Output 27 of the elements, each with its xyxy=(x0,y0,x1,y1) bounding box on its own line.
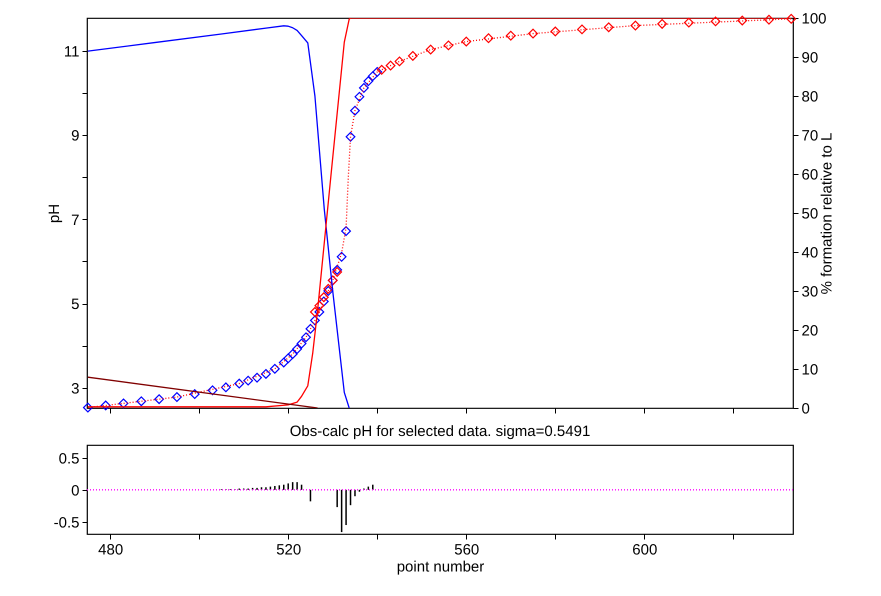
y2-tick-label: 20 xyxy=(802,322,818,340)
y2-tick-label: 70 xyxy=(802,128,818,144)
y-tick-label: -0.5 xyxy=(54,514,80,532)
y2-tick-label: 100 xyxy=(802,10,827,28)
x-tick-label: 560 xyxy=(454,542,480,558)
y-tick-label: 5 xyxy=(71,296,80,314)
y2-tick-label: 60 xyxy=(802,166,818,184)
y-tick-label: 3 xyxy=(71,380,80,398)
y2-tick-label: 30 xyxy=(802,284,818,300)
x-axis-title: point number xyxy=(396,558,484,576)
y2-tick-label: 50 xyxy=(802,206,818,222)
x-tick-label: 520 xyxy=(276,542,302,558)
y-tick-label: 0 xyxy=(71,482,80,500)
y-tick-label: 9 xyxy=(71,128,80,145)
y2-tick-label: 90 xyxy=(802,50,818,66)
y-axis-title: pH xyxy=(46,204,63,224)
y-tick-label: 11 xyxy=(64,43,80,60)
y2-tick-label: 10 xyxy=(802,362,818,378)
y-tick-label: 0.5 xyxy=(58,450,80,468)
y2-tick-label: 0 xyxy=(802,400,810,418)
x-tick-label: 480 xyxy=(98,542,124,558)
y-tick-label: 7 xyxy=(71,212,80,229)
y2-tick-label: 80 xyxy=(802,88,818,106)
y2-axis-title: % formation relative to L xyxy=(818,132,836,294)
x-tick-label: 600 xyxy=(632,542,658,558)
y2-tick-label: 40 xyxy=(802,244,818,262)
chart-title: Obs-calc pH for selected data. sigma=0.5491 xyxy=(290,423,590,440)
